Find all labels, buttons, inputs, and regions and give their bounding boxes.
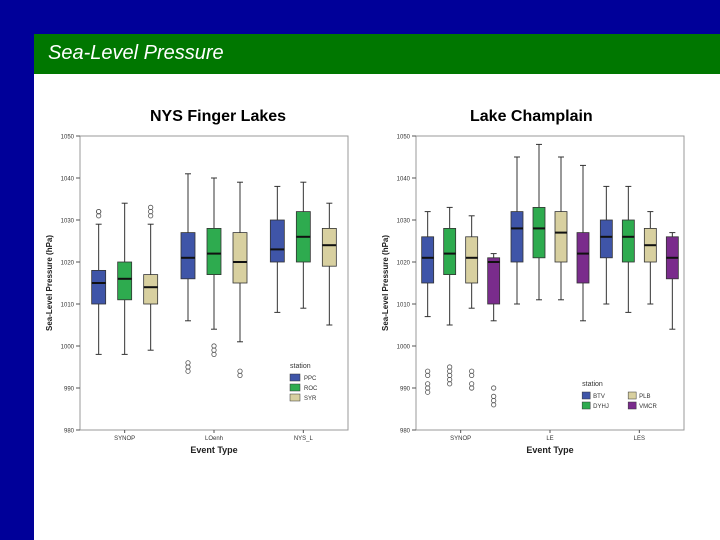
y-tick-label: 1050 <box>61 135 75 141</box>
outlier-point <box>237 372 243 378</box>
x-tick-label: SYNOP <box>450 436 471 442</box>
outlier-point <box>469 372 475 378</box>
y-tick-label: 1030 <box>61 219 75 225</box>
outlier-point <box>96 209 102 215</box>
box-dyhj <box>621 219 635 263</box>
x-tick-label: LOenh <box>205 436 223 442</box>
legend-title: station <box>290 363 311 370</box>
legend-swatch <box>581 401 591 410</box>
box-btv <box>421 236 435 284</box>
box-roc <box>206 228 222 276</box>
box-ppc <box>269 219 285 263</box>
y-axis-label: Sea-Level Pressure (hPa) <box>381 235 390 331</box>
legend-label: BTV <box>593 394 605 400</box>
top-frame-bar <box>34 0 720 34</box>
y-tick-label: 990 <box>400 387 411 393</box>
legend-swatch <box>627 401 637 410</box>
left-frame-bar <box>0 0 34 540</box>
box-syr <box>232 232 248 284</box>
y-tick-label: 1010 <box>397 303 411 309</box>
legend-label: SYR <box>304 396 317 402</box>
box-plb <box>554 211 568 263</box>
outlier-point <box>469 385 475 391</box>
y-tick-label: 1040 <box>61 177 75 183</box>
legend-swatch <box>289 383 301 392</box>
legend-label: ROC <box>304 386 318 392</box>
slide-title: Sea-Level Pressure <box>48 42 224 64</box>
box-btv <box>599 219 613 259</box>
box-vmcr <box>576 232 590 284</box>
outlier-point <box>491 385 497 391</box>
box-dyhj <box>532 207 546 259</box>
box-vmcr <box>487 257 501 305</box>
y-tick-label: 1010 <box>61 303 75 309</box>
box-ppc <box>91 269 107 305</box>
right-chart-title: Lake Champlain <box>470 108 593 125</box>
x-axis-label: Event Type <box>526 445 573 455</box>
legend-swatch <box>581 391 591 400</box>
y-tick-label: 1000 <box>397 345 411 351</box>
outlier-point <box>425 372 431 378</box>
title-bar <box>34 34 720 74</box>
y-tick-label: 1020 <box>61 261 75 267</box>
x-tick-label: LES <box>634 436 645 442</box>
box-ppc <box>180 232 196 280</box>
legend-title: station <box>582 381 603 388</box>
outlier-point <box>211 351 217 357</box>
legend-label: PPC <box>304 376 317 382</box>
y-tick-label: 1050 <box>397 135 411 141</box>
outlier-point <box>491 402 497 408</box>
box-plb <box>465 236 479 284</box>
legend-swatch <box>289 393 301 402</box>
plot-frame <box>415 135 685 431</box>
legend-swatch <box>289 373 301 382</box>
legend-label: PLB <box>639 394 650 400</box>
y-tick-label: 1020 <box>397 261 411 267</box>
legend-label: VMCR <box>639 404 657 410</box>
y-tick-label: 1030 <box>397 219 411 225</box>
y-tick-label: 980 <box>400 429 411 435</box>
finger-lakes-boxplot: 980 990 1000 1010 1020 1030 1040 1050 Sea-Level … <box>45 135 349 455</box>
outlier-point <box>425 389 431 395</box>
outlier-point <box>185 368 191 374</box>
y-tick-label: 980 <box>64 429 75 435</box>
lake-champlain-boxplot: 980 990 1000 1010 1020 1030 1040 1050 Sea-Level … <box>381 135 685 455</box>
legend-swatch <box>627 391 637 400</box>
y-axis-label: Sea-Level Pressure (hPa) <box>45 235 54 331</box>
box-syr <box>321 228 337 267</box>
y-tick-label: 1040 <box>397 177 411 183</box>
y-tick-label: 1000 <box>61 345 75 351</box>
outlier-point <box>447 381 453 387</box>
x-axis-label: Event Type <box>190 445 237 455</box>
legend-label: DYHJ <box>593 404 609 410</box>
box-dyhj <box>443 228 457 276</box>
y-tick-label: 990 <box>64 387 75 393</box>
left-chart-title: NYS Finger Lakes <box>150 108 287 125</box>
box-btv <box>510 211 524 263</box>
outlier-point <box>148 204 154 211</box>
box-syr <box>143 274 159 305</box>
x-tick-label: LE <box>546 436 553 442</box>
box-roc <box>117 261 133 301</box>
x-tick-label: NYS_L <box>294 436 314 442</box>
x-tick-label: SYNOP <box>114 436 135 442</box>
